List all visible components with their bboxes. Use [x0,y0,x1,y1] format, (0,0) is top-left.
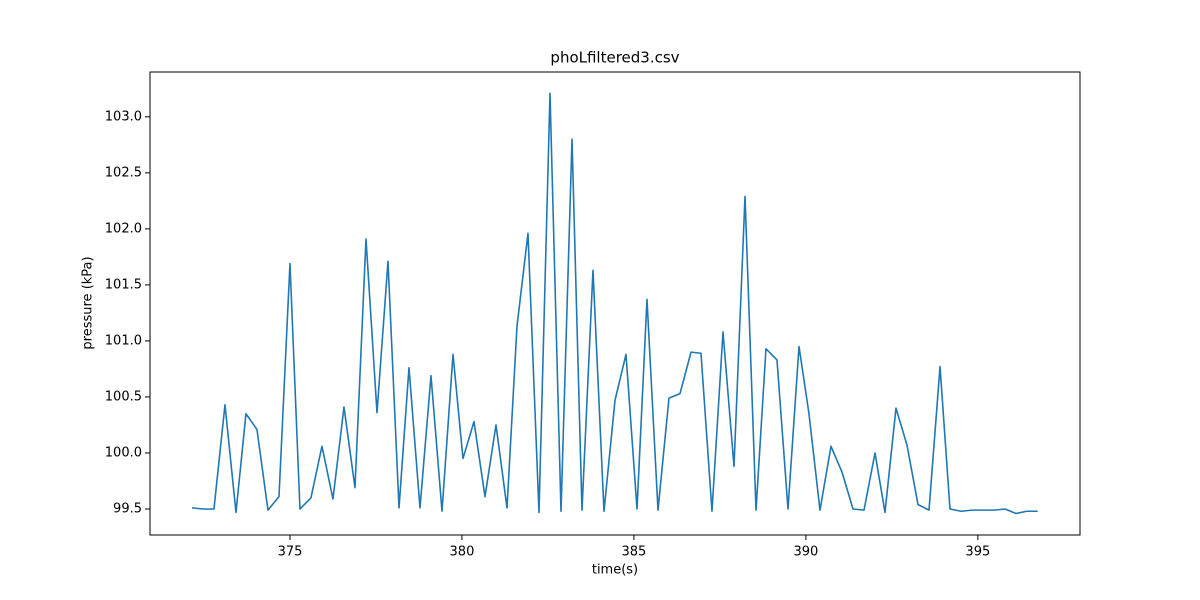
y-tick-label: 99.5 [113,502,142,517]
y-tick-label: 103.0 [105,109,142,124]
x-tick-label: 390 [793,545,818,560]
x-axis-label: time(s) [592,563,638,578]
x-tick-label: 385 [622,545,647,560]
plot-frame [149,71,1081,536]
y-tick-label: 101.5 [105,277,142,292]
y-tick-label: 101.0 [105,333,142,348]
y-tick-label: 102.0 [105,221,142,236]
y-tick-label: 102.5 [105,165,142,180]
chart-title: phoLfiltered3.csv [550,49,679,67]
x-tick-label: 375 [278,545,303,560]
x-tick-label: 395 [965,545,990,560]
y-axis-label: pressure (kPa) [81,256,96,349]
y-tick-label: 100.0 [105,445,142,460]
data-line [191,92,1038,515]
y-tick-label: 100.5 [105,389,142,404]
x-tick-label: 380 [450,545,475,560]
